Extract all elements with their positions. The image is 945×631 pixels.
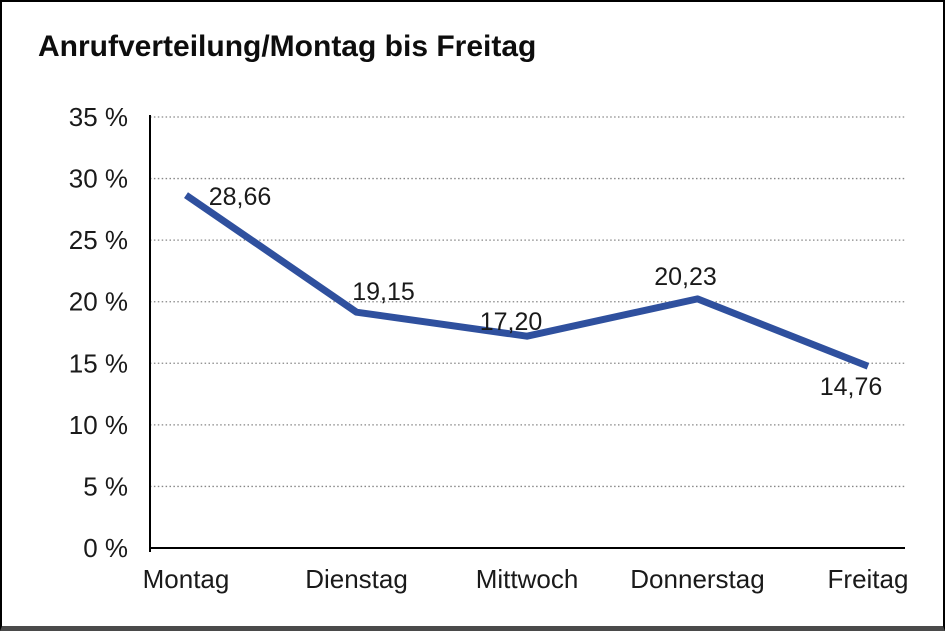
y-tick-label: 35 % (69, 102, 128, 132)
data-point-label: 17,20 (480, 308, 543, 336)
y-tick-label: 0 % (83, 533, 128, 563)
y-tick-label: 20 % (69, 287, 128, 317)
x-tick-label: Freitag (828, 564, 909, 594)
data-point-label: 28,66 (209, 183, 272, 211)
x-tick-label: Donnerstag (630, 564, 764, 594)
data-series-line (184, 192, 870, 370)
x-tick-label: Montag (143, 564, 230, 594)
data-point-label: 14,76 (820, 373, 883, 401)
y-tick-label: 30 % (69, 164, 128, 194)
x-tick-label: Mittwoch (476, 564, 579, 594)
data-point-label: 20,23 (654, 263, 717, 291)
y-tick-label: 25 % (69, 225, 128, 255)
data-point-label: 19,15 (352, 278, 415, 306)
x-tick-label: Dienstag (305, 564, 408, 594)
y-tick-label: 15 % (69, 348, 128, 378)
y-tick-label: 5 % (83, 471, 128, 501)
y-tick-label: 10 % (69, 410, 128, 440)
chart-title: Anrufverteilung/Montag bis Freitag (38, 30, 537, 63)
